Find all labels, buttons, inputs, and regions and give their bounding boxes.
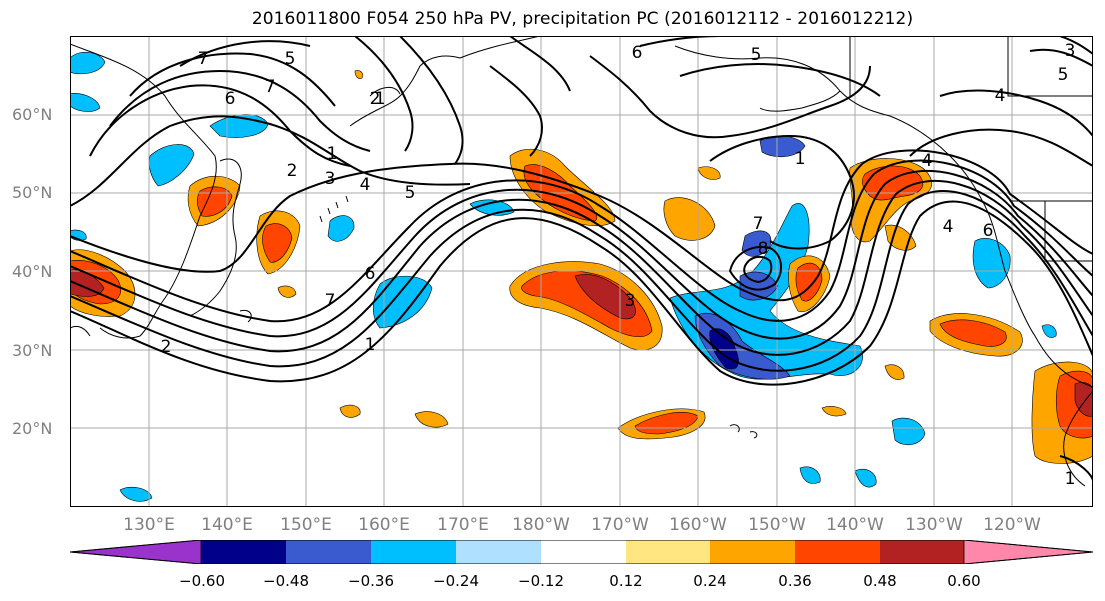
contour-label: 7	[265, 77, 276, 97]
colorbar-swatch	[795, 540, 880, 564]
lon-label-150w: 150°W	[748, 515, 806, 535]
colorbar-swatch	[626, 540, 710, 564]
colorbar-tick-label: 0.12	[609, 572, 643, 590]
lon-label-140w: 140°W	[826, 515, 884, 535]
lon-label-130e: 130°E	[123, 515, 175, 535]
map-plot: 7 6 5 4 3 2 1 1 2 3 4 5 6 7 1 8 7 6 5 4 …	[70, 36, 1093, 507]
colorbar-tick-label: 0.60	[947, 572, 981, 590]
contour-label: 7	[325, 291, 336, 311]
lon-label-170e: 170°E	[437, 515, 489, 535]
contour-label: 3	[325, 169, 336, 189]
lon-label-140e: 140°E	[201, 515, 253, 535]
contour-label: 4	[922, 151, 933, 171]
lon-label-130w: 130°W	[905, 515, 963, 535]
contour-label: 4	[943, 217, 954, 237]
colorbar-tick-label: −0.12	[518, 572, 564, 590]
lat-label-40n: 40°N	[12, 262, 53, 281]
contour-label: 5	[285, 49, 296, 69]
contour-label: 6	[225, 89, 236, 109]
colorbar-swatch	[286, 540, 371, 564]
colorbar-swatch	[70, 540, 202, 564]
contour-label: 7	[753, 214, 764, 234]
colorbar-swatch	[456, 540, 541, 564]
lon-label-120w: 120°W	[983, 515, 1041, 535]
colorbar-tick-label: −0.60	[179, 572, 225, 590]
contour-label: 3	[1065, 41, 1076, 61]
map-title: 2016011800 F054 250 hPa PV, precipitatio…	[251, 9, 914, 29]
colorbar-tick-label: 0.24	[693, 572, 727, 590]
lon-label-170w: 170°W	[591, 515, 649, 535]
colorbar-swatch	[541, 540, 626, 564]
colorbar-tick-label: −0.48	[263, 572, 309, 590]
contour-label: 4	[995, 86, 1006, 106]
colorbar-swatch	[201, 540, 286, 564]
lon-label-160w: 160°W	[669, 515, 727, 535]
colorbar-tick-label: 0.48	[863, 572, 897, 590]
lat-label-60n: 60°N	[12, 105, 53, 124]
contour-label: 6	[632, 43, 643, 63]
contour-label: 5	[1058, 65, 1069, 85]
contour-label: 5	[405, 183, 416, 203]
contour-label: 6	[365, 264, 376, 284]
contour-label: 2	[287, 161, 298, 181]
pv-contours	[70, 36, 1093, 482]
coastlines	[70, 36, 1093, 487]
colorbar-swatch	[880, 540, 964, 564]
contour-label: 4	[360, 175, 371, 195]
colorbar-outline	[70, 540, 1094, 564]
contour-label: 8	[758, 239, 769, 259]
contour-label: 2	[161, 337, 172, 357]
contour-label: 7	[198, 49, 209, 69]
graticule	[70, 36, 1093, 507]
contour-label: 1	[1065, 469, 1076, 489]
lon-label-160e: 160°E	[358, 515, 410, 535]
contour-label: 1	[365, 335, 376, 355]
contour-label: 1	[795, 149, 806, 169]
colorbar-swatch	[371, 540, 456, 564]
contour-label: 3	[625, 291, 636, 311]
lat-label-50n: 50°N	[12, 183, 53, 202]
contour-label: 1	[375, 89, 386, 109]
negative-precip-shading	[70, 51, 1057, 502]
colorbar-tick-label: −0.24	[433, 572, 479, 590]
lon-label-180w: 180°W	[512, 515, 570, 535]
lat-label-30n: 30°N	[12, 341, 53, 360]
map-panel: 7 6 5 4 3 2 1 1 2 3 4 5 6 7 1 8 7 6 5 4 …	[70, 36, 1093, 507]
colorbar-swatch	[710, 540, 795, 564]
contour-label: 1	[327, 144, 338, 164]
lon-label-150e: 150°E	[280, 515, 332, 535]
contour-label: 2	[370, 89, 381, 109]
lat-label-20n: 20°N	[12, 419, 53, 438]
colorbar-tick-label: −0.36	[348, 572, 394, 590]
contour-label: 5	[751, 45, 762, 65]
colorbar-swatch	[963, 540, 1094, 564]
contour-label: 6	[983, 221, 994, 241]
colorbar-tick-label: 0.36	[778, 572, 812, 590]
colorbar	[70, 540, 1094, 564]
contour-labels: 7 6 5 4 3 2 1 1 2 3 4 5 6 7 1 8 7 6 5 4 …	[161, 41, 1076, 489]
